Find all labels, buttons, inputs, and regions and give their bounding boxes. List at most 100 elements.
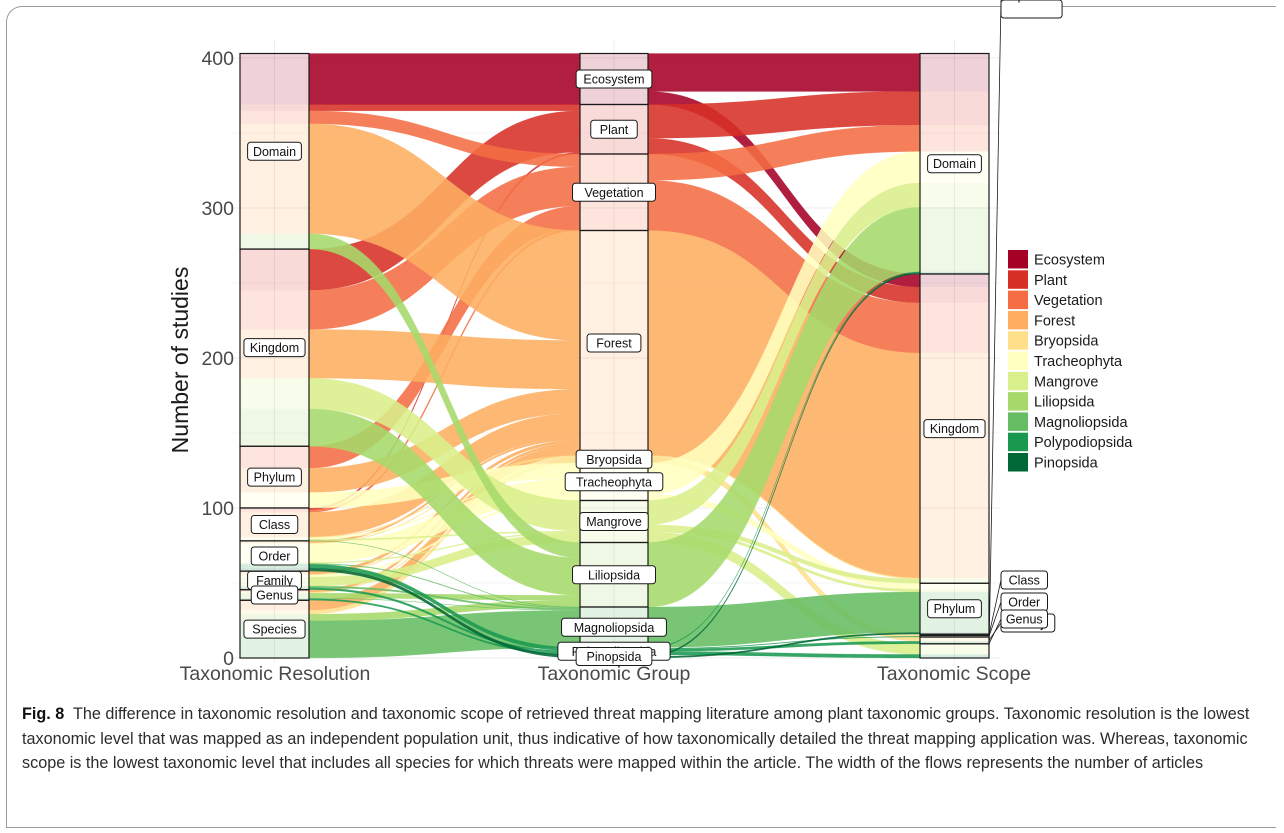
group-label-mangrove-text: Mangrove (586, 515, 642, 529)
scope-label-genus-text: Genus (1006, 613, 1043, 627)
y-axis-label: Number of studies (167, 267, 193, 454)
scope-segment (920, 583, 989, 590)
scope-segment (920, 53, 989, 92)
legend-swatch-pinopsida (1008, 453, 1028, 472)
flow-res-kingdom-forest (308, 329, 581, 390)
group-label-vegetation-text: Vegetation (584, 186, 643, 200)
legend-label-liliopsida: Liliopsida (1034, 395, 1095, 411)
scope-label-phylum-box (927, 599, 982, 619)
group-label-vegetation: Vegetation (572, 182, 656, 202)
flow-res-domain-plant (308, 104, 581, 112)
resolution-segment (240, 509, 309, 513)
resolution-segment (240, 446, 309, 469)
resolution-label-genus: Genus (250, 585, 299, 605)
group-label-pinopsida-box (575, 647, 653, 666)
resolution-label-kingdom-box (243, 338, 306, 358)
scope-label-domain: Domain (927, 154, 982, 174)
group-label-ecosystem: Ecosystem (575, 69, 653, 89)
scope-segment (920, 578, 989, 584)
resolution-label-domain-text: Domain (253, 145, 296, 159)
legend-swatch-bryopsida (1008, 331, 1028, 350)
scope-segment (920, 272, 989, 274)
group-label-mangrove-box (579, 512, 649, 531)
scope-label-order-text: Order (1008, 596, 1040, 610)
scope-segment (920, 632, 989, 635)
group-label-mangrove: Mangrove (579, 512, 649, 531)
scope-segment (920, 302, 989, 353)
resolution-segment (240, 233, 309, 250)
resolution-segment (240, 542, 309, 544)
scope-segment (920, 577, 989, 579)
resolution-segment (240, 290, 309, 330)
group-label-bryopsida-box (575, 449, 653, 469)
group-label-forest-text: Forest (596, 337, 632, 351)
resolution-segment (240, 614, 309, 621)
scope-label-genus-box (1000, 609, 1048, 629)
group-label-liliopsida-box (572, 565, 656, 585)
scope-segment (920, 183, 989, 208)
resolution-segment (240, 539, 309, 541)
alluvial-chart: Number of studies Taxonomic Resolution T… (167, 0, 1133, 685)
resolution-segment (240, 249, 309, 291)
flows-resolution-to-group (308, 53, 581, 659)
group-label-tracheophyta-box (564, 472, 664, 492)
resolution-label-class: Class (250, 514, 299, 534)
scope-label-class: Class (1000, 570, 1048, 590)
resolution-label-family-text: Family (256, 574, 294, 588)
group-label-tracheophyta: Tracheophyta (564, 472, 664, 492)
scope-segment (920, 637, 989, 642)
resolution-label-phylum-box (247, 467, 302, 487)
group-label-magnoliopsida-text: Magnoliopsida (574, 621, 655, 635)
legend-swatch-ecosystem (1008, 250, 1028, 269)
resolution-label-order-box (250, 546, 299, 566)
resolution-segment (240, 564, 309, 569)
scope-label-class-box (1000, 570, 1048, 590)
flows-group-to-scope (647, 53, 921, 659)
resolution-label-domain-box (247, 141, 302, 161)
scope-label-order: Order (1000, 592, 1048, 612)
figure-label: Fig. 8 (22, 705, 65, 723)
scope-label-kingdom-box (923, 419, 986, 439)
group-label-forest-box (586, 333, 642, 353)
legend-swatch-magnoliopsida (1008, 412, 1028, 431)
legend-label-ecosystem: Ecosystem (1034, 253, 1105, 269)
legend-swatch-tracheophyta (1008, 351, 1028, 370)
group-label-liliopsida-text: Liliopsida (588, 568, 640, 582)
resolution-segment (240, 568, 309, 572)
scope-label-class-text: Class (1009, 574, 1040, 588)
scope-label-species-box (1000, 0, 1063, 19)
legend-label-magnoliopsida: Magnoliopsida (1034, 415, 1128, 431)
resolution-label-domain: Domain (247, 141, 302, 161)
axes: Number of studies Taxonomic Resolution T… (167, 48, 1031, 685)
scope-segment (920, 589, 989, 593)
flow-res-domain-ecosystem (308, 53, 581, 105)
resolution-segment (240, 540, 309, 543)
legend-label-plant: Plant (1034, 273, 1067, 289)
group-label-pinopsida: Pinopsida (575, 647, 653, 666)
scope-segment (920, 643, 989, 655)
scope-label-kingdom-text: Kingdom (930, 422, 979, 436)
y-tick-label: 100 (201, 498, 234, 520)
scope-label-domain-box (927, 154, 982, 174)
scope-segment (920, 654, 989, 658)
scope-stratum-species (919, 643, 990, 659)
scope-label-genus: Genus (1000, 609, 1048, 629)
resolution-segment (240, 110, 309, 124)
scope-segment (920, 273, 989, 288)
resolution-label-genus-box (250, 585, 299, 605)
flow-scope-phylum-magnoliopsida (647, 591, 921, 648)
group-label-magnoliopsida: Magnoliopsida (561, 617, 667, 637)
resolution-label-class-text: Class (259, 518, 290, 532)
group-label-forest: Forest (586, 333, 642, 353)
legend-label-polypodiopsida: Polypodiopsida (1034, 435, 1133, 451)
scope-segment (920, 91, 989, 126)
figure-caption-text: The difference in taxonomic resolution a… (22, 705, 1250, 773)
resolution-segment (240, 123, 309, 234)
resolution-label-family: Family (247, 570, 302, 590)
group-label-tracheophyta-text: Tracheophyta (576, 475, 652, 489)
scope-leader-species (988, 0, 1002, 651)
group-label-bryopsida-text: Bryopsida (586, 453, 642, 467)
resolution-segment (240, 408, 309, 447)
group-label-plant-box (590, 119, 638, 139)
resolution-label-order-text: Order (259, 550, 291, 564)
